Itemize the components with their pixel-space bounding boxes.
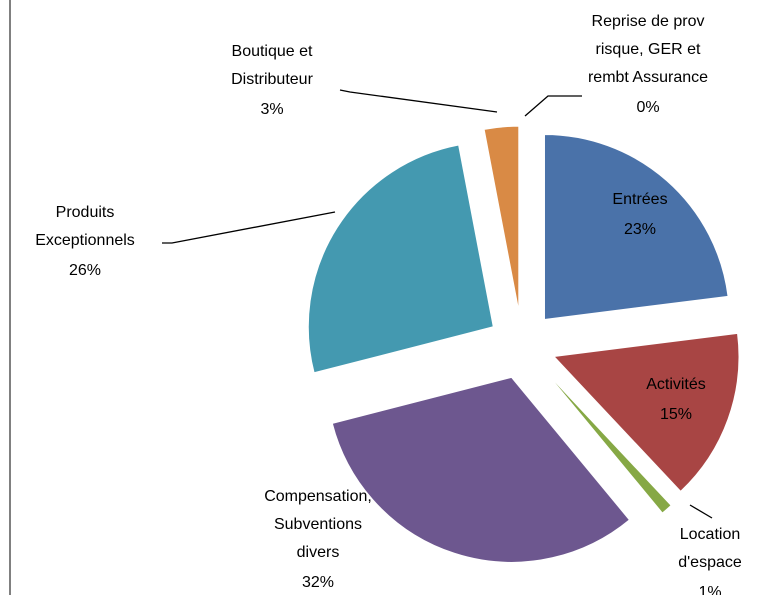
pie-slice <box>552 332 740 493</box>
slice-label: Entrées <box>612 191 667 208</box>
slice-value-label: 23% <box>624 221 656 238</box>
pie-slice <box>307 144 494 374</box>
slice-value-label: 0% <box>636 99 659 116</box>
pie-slice <box>483 125 520 312</box>
leader-line <box>162 211 336 244</box>
slice-label: Produits Exceptionnels <box>35 204 135 249</box>
leader-line <box>339 89 498 113</box>
leader-line <box>689 504 713 519</box>
slice-value-label: 3% <box>260 101 283 118</box>
leader-line <box>524 95 582 117</box>
slice-value-label: 1% <box>698 584 721 595</box>
slice-label: Boutique et Distributeur <box>231 43 313 88</box>
pie-slice <box>544 370 672 514</box>
slice-value-label: 15% <box>660 406 692 423</box>
pie-slice <box>543 133 729 321</box>
slice-value-label: 26% <box>69 262 101 279</box>
slice-label: Location d'espace <box>678 526 742 571</box>
slice-label: Compensation, Subventions divers <box>264 488 372 561</box>
slice-label: Activités <box>646 376 706 393</box>
slice-label: Reprise de prov risque, GER et rembt Assur… <box>588 13 708 86</box>
pie-slice <box>331 376 631 563</box>
slice-value-label: 32% <box>302 574 334 591</box>
